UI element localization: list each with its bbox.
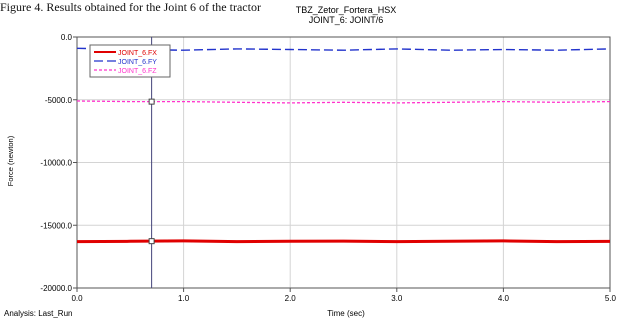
legend-label: JOINT_6.FX <box>118 50 157 57</box>
y-tick-label: -20000.0 <box>40 284 72 293</box>
x-tick-label: 5.0 <box>605 294 617 303</box>
series-line-joint-6-fx <box>76 239 611 244</box>
x-tick-label: 3.0 <box>391 294 403 303</box>
legend: JOINT_6.FX JOINT_6.FY JOINT_6.FZ <box>89 44 171 78</box>
x-tick-label: 0.0 <box>71 294 83 303</box>
series-line-joint-6-fz <box>76 100 611 104</box>
x-tick-label: 2.0 <box>285 294 297 303</box>
y-axis-label: Force (newton) <box>6 135 15 186</box>
analysis-label: Analysis: Last_Run <box>4 309 72 318</box>
x-axis-label: Time (sec) <box>327 309 365 318</box>
y-tick-label: 0.0 <box>61 33 73 42</box>
series-line-joint-6-fy <box>76 47 611 51</box>
chart-title: TBZ_Zetor_Fortera_HSX <box>296 5 397 15</box>
y-tick-label: -15000.0 <box>40 221 72 230</box>
y-tick-label: -5000.0 <box>45 96 73 105</box>
y-tick-label: -10000.0 <box>40 159 72 168</box>
x-tick-label: 1.0 <box>178 294 190 303</box>
legend-label: JOINT_6.FZ <box>118 68 157 75</box>
figure-caption: Figure 4. Results obtained for the Joint… <box>0 0 261 14</box>
x-tick-label: 4.0 <box>498 294 510 303</box>
legend-box <box>89 44 171 78</box>
cursor-marker <box>148 238 155 245</box>
plot-area: 0.0 1.0 2.0 3.0 4.0 5.0 0.0 -5000.0 -10000.0 -150… <box>40 33 616 303</box>
chart-subtitle: JOINT_6: JOINT/6 <box>309 15 384 25</box>
legend-label: JOINT_6.FY <box>118 59 157 66</box>
cursor-marker <box>148 98 155 105</box>
